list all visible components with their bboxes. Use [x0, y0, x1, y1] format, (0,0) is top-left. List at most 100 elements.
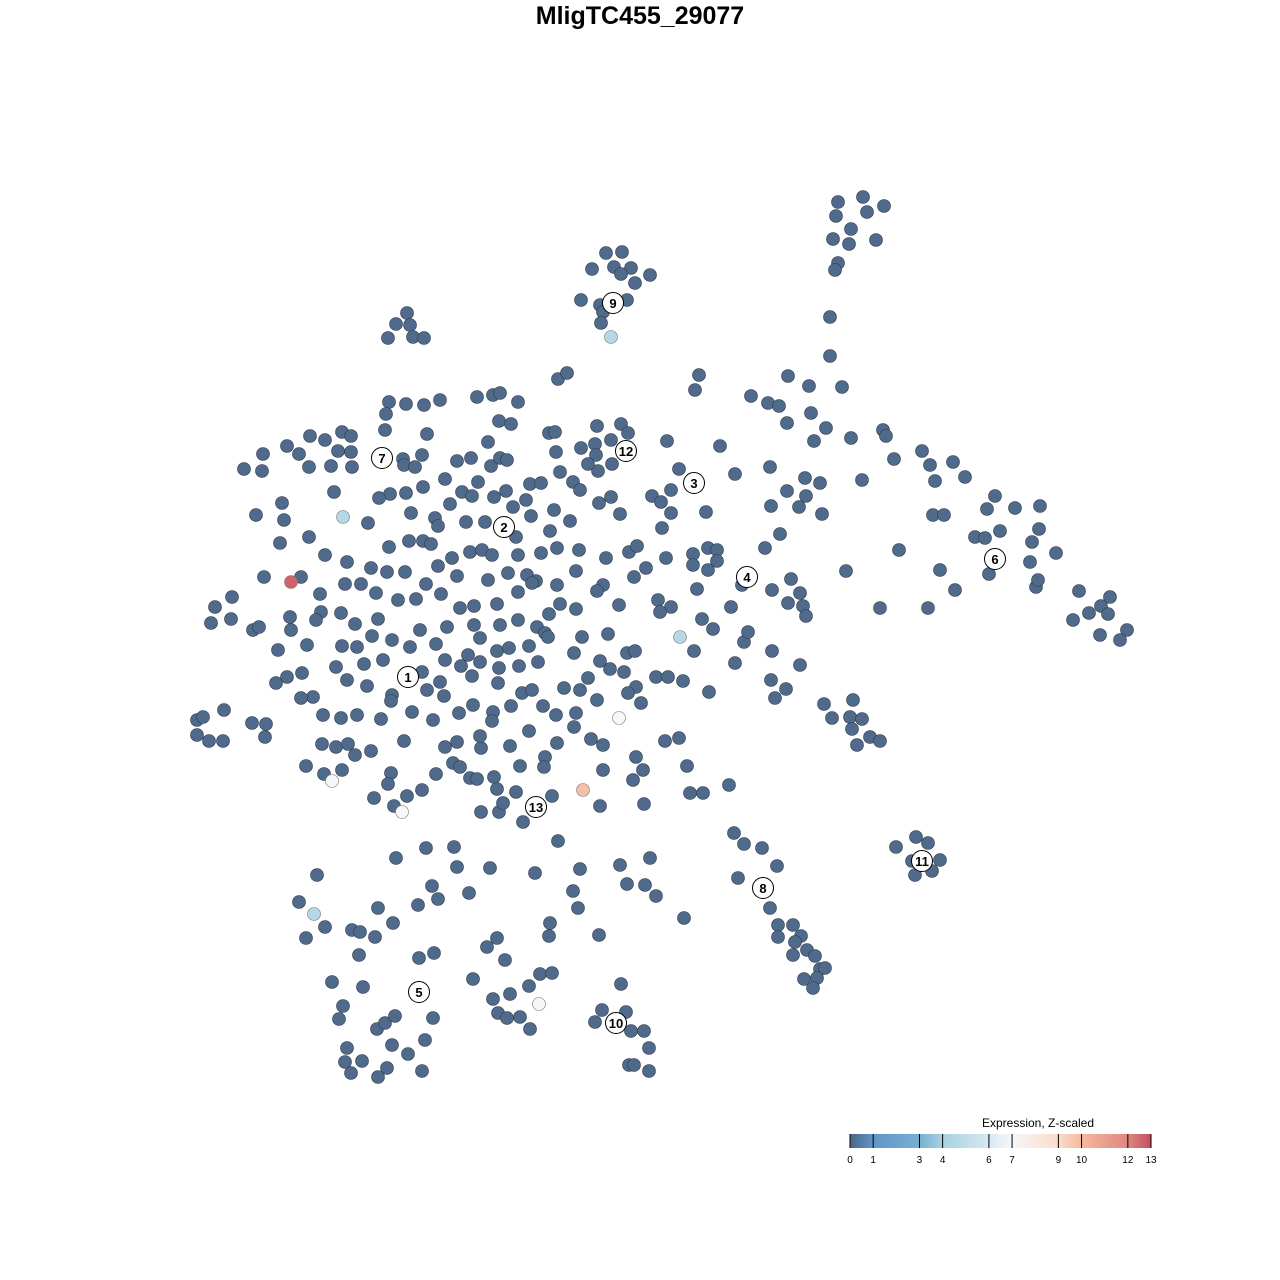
- data-point: [490, 931, 504, 945]
- data-point: [815, 507, 829, 521]
- colorbar-tick-label: 7: [1009, 1155, 1015, 1166]
- data-point: [284, 575, 298, 589]
- data-point: [503, 987, 517, 1001]
- data-point: [415, 448, 429, 462]
- cluster-label-badge: [408, 981, 430, 1003]
- data-point: [376, 653, 390, 667]
- data-point: [470, 390, 484, 404]
- data-point: [699, 505, 713, 519]
- data-point: [501, 566, 515, 580]
- data-point: [844, 222, 858, 236]
- data-point: [511, 585, 525, 599]
- data-point: [928, 474, 942, 488]
- data-point: [258, 730, 272, 744]
- data-point: [295, 666, 309, 680]
- data-point: [980, 502, 994, 516]
- data-point: [799, 489, 813, 503]
- data-point: [217, 703, 231, 717]
- data-point: [405, 705, 419, 719]
- data-point: [543, 916, 557, 930]
- data-point: [772, 399, 786, 413]
- data-point: [537, 760, 551, 774]
- data-point: [581, 671, 595, 685]
- data-point: [589, 448, 603, 462]
- data-point: [550, 541, 564, 555]
- data-point: [621, 686, 635, 700]
- data-point: [634, 696, 648, 710]
- data-point: [844, 431, 858, 445]
- data-point: [842, 237, 856, 251]
- data-point: [409, 592, 423, 606]
- data-point: [397, 734, 411, 748]
- data-point: [549, 445, 563, 459]
- data-point: [574, 293, 588, 307]
- data-point: [503, 739, 517, 753]
- data-point: [391, 593, 405, 607]
- data-point: [603, 662, 617, 676]
- cluster-label-text: 7: [378, 451, 385, 466]
- data-point: [690, 582, 704, 596]
- data-point: [302, 530, 316, 544]
- data-point: [389, 851, 403, 865]
- data-point: [509, 785, 523, 799]
- data-point: [378, 1016, 392, 1030]
- data-point: [292, 447, 306, 461]
- data-point: [379, 407, 393, 421]
- cluster-label: 9: [602, 292, 624, 314]
- data-point: [673, 630, 687, 644]
- cluster-label: 1: [397, 666, 419, 688]
- data-point: [547, 503, 561, 517]
- data-point: [307, 907, 321, 921]
- data-point: [649, 670, 663, 684]
- data-point: [915, 444, 929, 458]
- cluster-label: 2: [493, 516, 515, 538]
- data-point: [419, 577, 433, 591]
- data-point: [788, 935, 802, 949]
- cluster-label-badge: [371, 447, 393, 469]
- data-point: [958, 470, 972, 484]
- cluster-label-badge: [911, 850, 933, 872]
- data-point: [818, 961, 832, 975]
- data-point: [835, 380, 849, 394]
- data-point: [630, 539, 644, 553]
- data-point: [465, 489, 479, 503]
- data-point: [511, 395, 525, 409]
- data-point: [492, 414, 506, 428]
- data-point: [388, 1009, 402, 1023]
- data-point: [724, 600, 738, 614]
- data-point: [417, 331, 431, 345]
- data-point: [344, 1066, 358, 1080]
- data-point: [933, 563, 947, 577]
- data-point: [1120, 623, 1134, 637]
- data-point: [485, 714, 499, 728]
- data-point: [411, 898, 425, 912]
- data-point: [466, 698, 480, 712]
- data-point: [374, 712, 388, 726]
- data-point: [498, 953, 512, 967]
- data-point: [490, 782, 504, 796]
- data-point: [825, 711, 839, 725]
- data-point: [596, 738, 610, 752]
- colorbar: [850, 1134, 1151, 1148]
- data-point: [340, 1041, 354, 1055]
- data-point: [701, 563, 715, 577]
- data-point: [345, 460, 359, 474]
- data-point: [590, 693, 604, 707]
- data-point: [615, 245, 629, 259]
- data-point: [573, 683, 587, 697]
- data-point: [877, 199, 891, 213]
- data-point: [447, 840, 461, 854]
- data-point: [255, 464, 269, 478]
- data-point: [599, 551, 613, 565]
- data-point: [283, 610, 297, 624]
- data-point: [357, 657, 371, 671]
- data-point: [418, 1033, 432, 1047]
- data-point: [471, 475, 485, 489]
- data-point: [843, 710, 857, 724]
- data-point: [946, 455, 960, 469]
- data-point: [869, 233, 883, 247]
- data-point: [576, 783, 590, 797]
- data-point: [474, 805, 488, 819]
- data-point: [413, 623, 427, 637]
- data-point: [807, 434, 821, 448]
